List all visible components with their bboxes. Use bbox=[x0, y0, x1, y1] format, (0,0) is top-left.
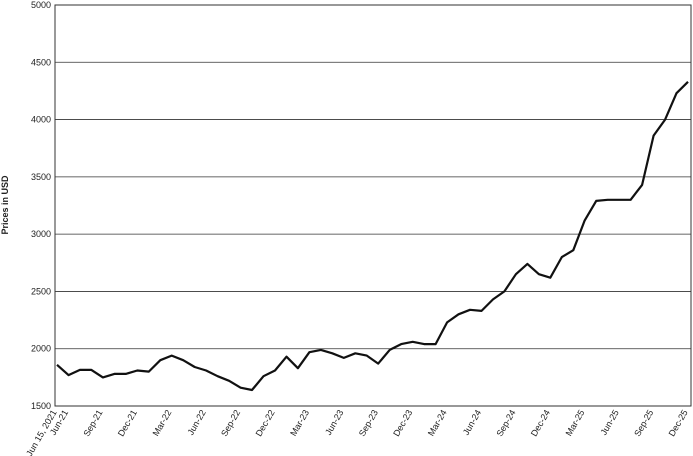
x-tick-label: Dec-24 bbox=[529, 408, 552, 438]
x-tick-label: Sep-21 bbox=[81, 408, 104, 438]
plot-frame bbox=[54, 4, 692, 407]
price-line bbox=[56, 81, 689, 392]
x-tick-label: Jun-25 bbox=[598, 408, 620, 437]
x-tick-label: Mar-22 bbox=[151, 408, 174, 438]
y-tick-label: 1500 bbox=[31, 401, 51, 411]
x-tick-label: Sep-23 bbox=[357, 408, 380, 438]
x-tick-label: Dec-22 bbox=[254, 408, 277, 438]
x-tick-label: Sep-24 bbox=[494, 408, 517, 438]
x-tick-label: Dec-23 bbox=[391, 408, 414, 438]
x-tick-label: Mar-24 bbox=[426, 408, 449, 438]
x-tick-label: Sep-25 bbox=[632, 408, 655, 438]
x-tick-label: Dec-21 bbox=[116, 408, 139, 438]
x-tick-label: Sep-22 bbox=[219, 408, 242, 438]
y-tick-label: 4000 bbox=[31, 115, 51, 125]
x-tick-label: Mar-23 bbox=[288, 408, 311, 438]
x-tick-label: Jun-22 bbox=[185, 408, 207, 437]
y-tick-label: 5000 bbox=[31, 0, 51, 10]
y-tick-label: 2000 bbox=[31, 344, 51, 354]
x-tick-label: Mar-25 bbox=[564, 408, 587, 438]
x-tick-label: Jun-23 bbox=[323, 408, 345, 437]
x-tick-label: Dec-25 bbox=[667, 408, 690, 438]
y-axis-label: Prices in USD bbox=[0, 175, 10, 235]
x-tick-label: Jun-24 bbox=[461, 408, 483, 437]
y-tick-label: 4500 bbox=[31, 57, 51, 67]
y-tick-label: 3500 bbox=[31, 172, 51, 182]
y-tick-label: 2500 bbox=[31, 286, 51, 296]
y-tick-label: 3000 bbox=[31, 229, 51, 239]
